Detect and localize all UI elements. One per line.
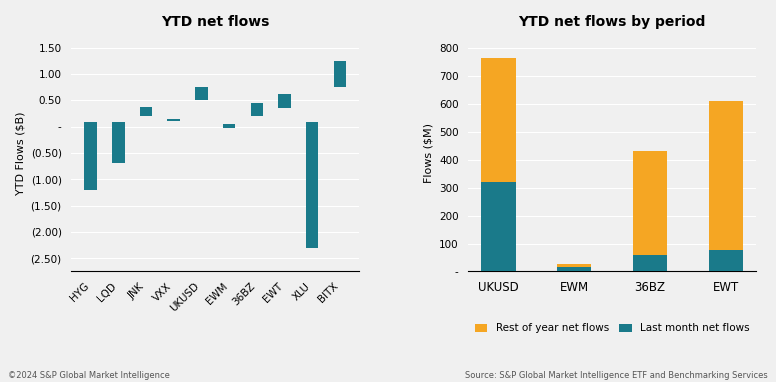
- Title: YTD net flows: YTD net flows: [161, 15, 269, 29]
- Legend: Rest of year net flows, Last month net flows: Rest of year net flows, Last month net f…: [470, 319, 753, 338]
- Bar: [557, 264, 591, 267]
- Bar: [85, 122, 97, 190]
- Title: YTD net flows by period: YTD net flows by period: [518, 15, 706, 29]
- Bar: [168, 119, 180, 121]
- Bar: [113, 122, 125, 163]
- Bar: [633, 152, 667, 255]
- Bar: [481, 182, 515, 272]
- Bar: [306, 122, 318, 248]
- Bar: [334, 61, 346, 87]
- Y-axis label: YTD Flows ($B): YTD Flows ($B): [15, 111, 25, 194]
- Text: Source: S&P Global Market Intelligence ETF and Benchmarking Services: Source: S&P Global Market Intelligence E…: [466, 371, 768, 380]
- Bar: [557, 267, 591, 272]
- Bar: [140, 107, 152, 116]
- Bar: [196, 87, 208, 100]
- Bar: [251, 103, 263, 116]
- Bar: [633, 255, 667, 272]
- Bar: [481, 58, 515, 182]
- Bar: [278, 94, 291, 108]
- Bar: [223, 124, 235, 128]
- Y-axis label: Flows ($M): Flows ($M): [424, 123, 434, 183]
- Bar: [708, 251, 743, 272]
- Bar: [708, 101, 743, 251]
- Text: ©2024 S&P Global Market Intelligence: ©2024 S&P Global Market Intelligence: [8, 371, 170, 380]
